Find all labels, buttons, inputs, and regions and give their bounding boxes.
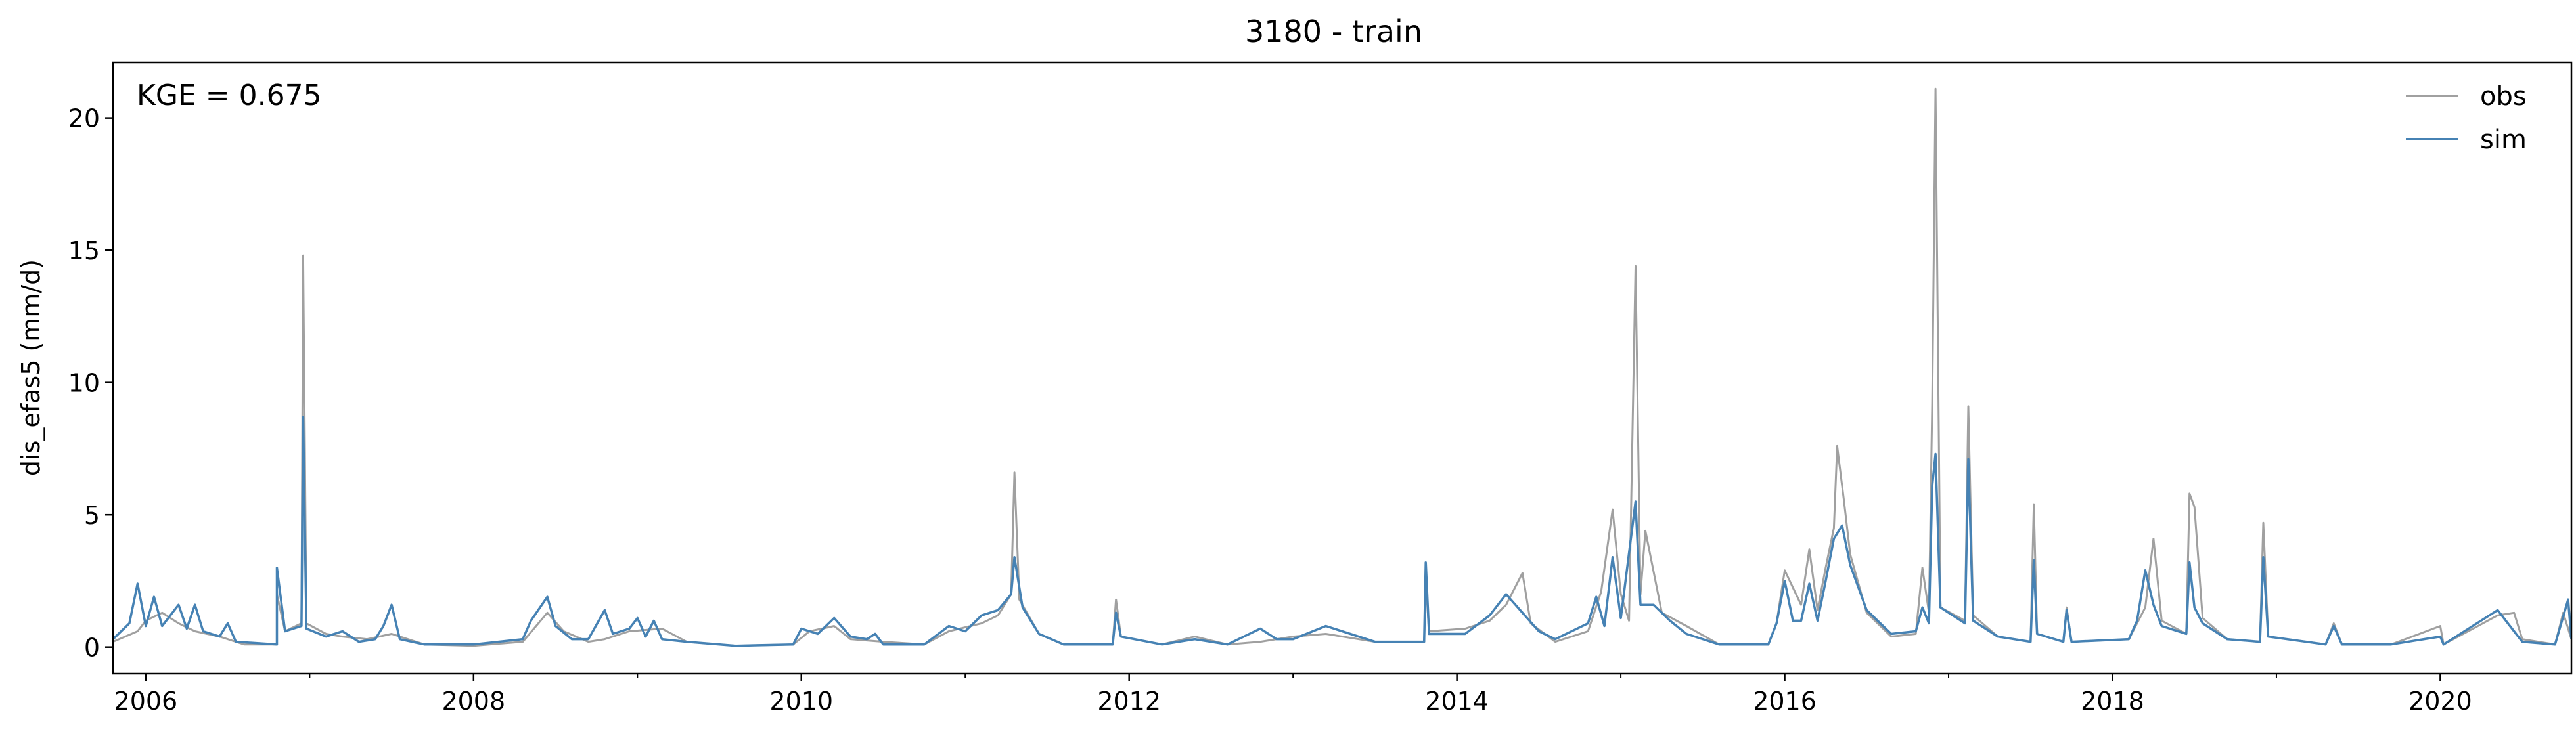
y-tick-label: 20: [68, 104, 100, 133]
y-tick-label: 0: [84, 634, 100, 662]
series-layer: [113, 87, 2571, 647]
y-tick-label: 15: [68, 236, 100, 265]
x-tick-label: 2006: [114, 687, 178, 716]
x-tick-label: 2014: [1425, 687, 1489, 716]
y-tick-label: 5: [84, 501, 100, 530]
y-axis-ticks: 0 5 10 15 20: [68, 104, 113, 662]
chart-title: 3180 - train: [1245, 14, 1422, 49]
x-tick-label: 2012: [1097, 687, 1161, 716]
x-tick-label: 2010: [769, 687, 833, 716]
y-axis-label: dis_efas5 (mm/d): [16, 259, 45, 476]
legend: obs sim: [2406, 81, 2527, 155]
x-axis-ticks: 2006 2008 2010 2012 2014 2016 2018 2020: [114, 674, 2472, 716]
x-tick-label: 2018: [2081, 687, 2144, 716]
legend-obs-label: obs: [2480, 81, 2527, 112]
series-line-sim: [113, 416, 2571, 647]
legend-sim-label: sim: [2480, 125, 2527, 155]
series-line-obs: [113, 87, 2571, 647]
x-tick-label: 2020: [2408, 687, 2472, 716]
x-tick-label: 2008: [441, 687, 505, 716]
y-tick-label: 10: [68, 369, 100, 398]
plot-frame: [112, 61, 2573, 675]
kge-annotation: KGE = 0.675: [137, 79, 322, 112]
x-tick-label: 2016: [1753, 687, 1817, 716]
